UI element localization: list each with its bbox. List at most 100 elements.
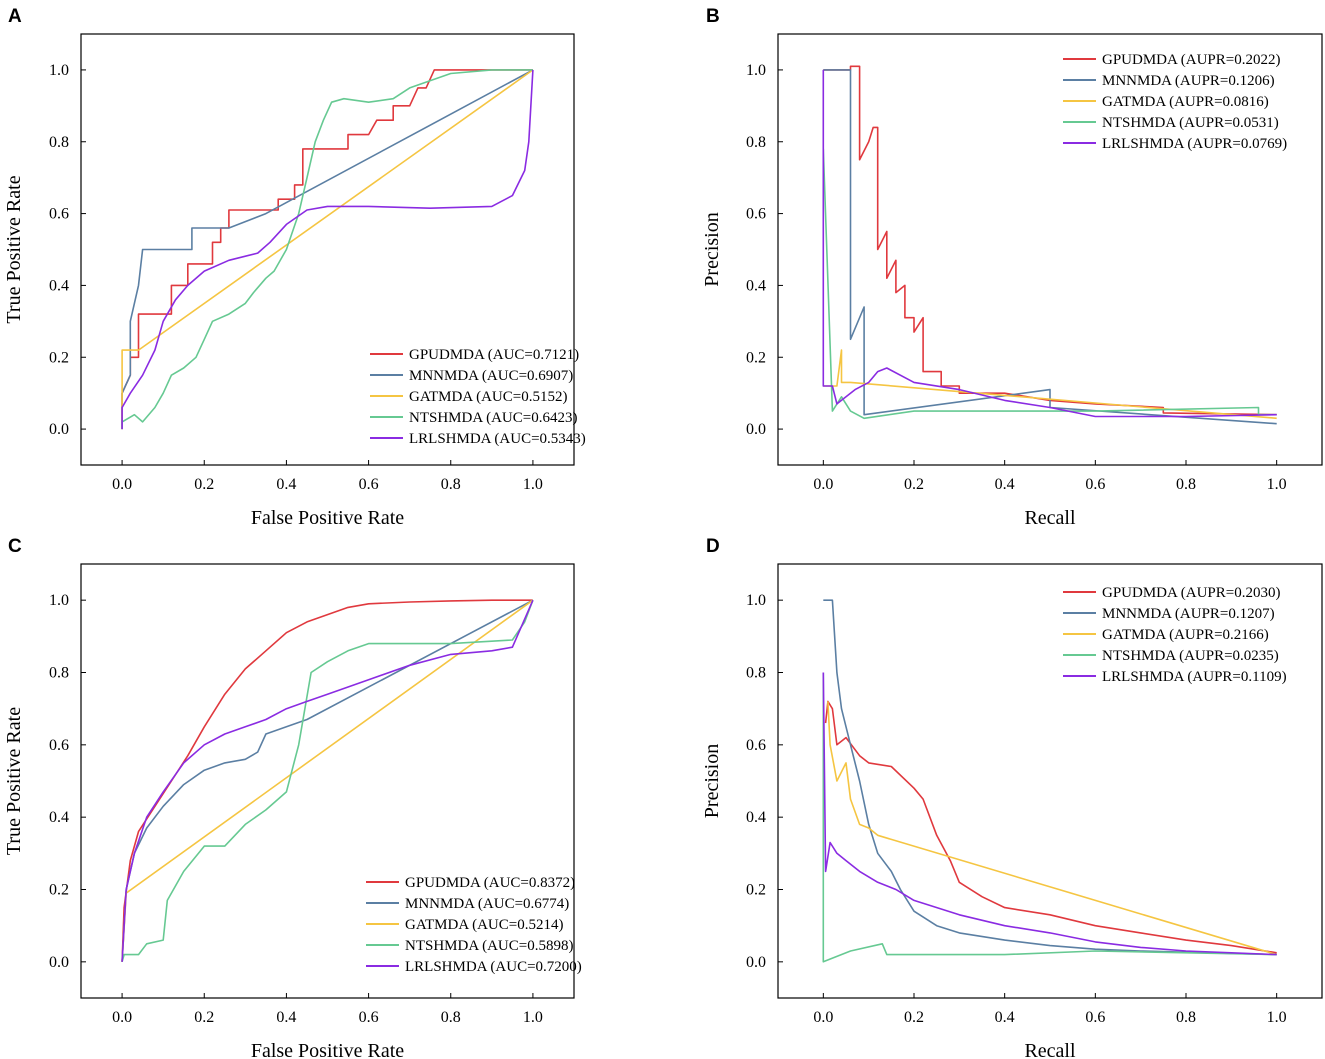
- panel-c-y-tick-label: 0.0: [49, 954, 69, 971]
- panel-b-x-tick-label: 0.2: [904, 476, 924, 493]
- panel-a-plot-frame: [80, 33, 575, 466]
- panel-a-x-tick-label: 0.6: [359, 476, 379, 493]
- panel-d-y-tick-label: 1.0: [746, 592, 766, 609]
- panel-b-legend-label-ntshmda: NTSHMDA (AUPR=0.0531): [1102, 115, 1279, 131]
- panel-a-y-tick-label: 0.0: [49, 421, 69, 438]
- panel-d-x-tick-label: 0.2: [904, 1009, 924, 1026]
- panel-a-y-tick-label: 0.8: [49, 134, 69, 151]
- panel-d-x-tick-label: 1.0: [1267, 1009, 1287, 1026]
- panel-c-letter: C: [8, 536, 22, 557]
- panel-c-y-tick-label: 0.8: [49, 665, 69, 682]
- panel-a-y-tick-label: 1.0: [49, 62, 69, 79]
- panel-b: B 0.0 0.2 0.4 0.6 0.8 1.0 0.0 0.2 0.4 0.6 0.8 1.0 Rec…: [701, 6, 1323, 529]
- panel-a-series-lrlshmda: [121, 69, 534, 430]
- panel-a-y-axis-label: True Positive Rate: [3, 175, 25, 323]
- panel-c-series-ntshmda: [121, 599, 534, 963]
- panel-c-series-gpudmda: [121, 599, 533, 962]
- panel-c-y-tick-label: 1.0: [49, 592, 69, 609]
- panel-d-x-tick-label: 0.8: [1176, 1009, 1196, 1026]
- panel-d-x-tick-label: 0.4: [995, 1009, 1015, 1026]
- panel-a-legend-label-gatmda: GATMDA (AUC=0.5152): [409, 389, 567, 405]
- panel-b-series-gatmda: [823, 349, 1277, 420]
- panel-a-series-mnnmda: [121, 69, 534, 430]
- panel-a-legend-label-ntshmda: NTSHMDA (AUC=0.6423): [409, 410, 577, 426]
- panel-a-series-gpudmda: [121, 69, 533, 430]
- panel-b-x-tick-label: 1.0: [1267, 476, 1287, 493]
- panel-b-legend-label-mnnmda: MNNMDA (AUPR=0.1206): [1102, 73, 1275, 89]
- panel-c-x-tick-label: 0.2: [194, 1009, 214, 1026]
- panel-b-series-ntshmda: [822, 148, 1277, 420]
- panel-b-series-lrlshmda: [822, 69, 1277, 418]
- panel-a-legend-label-lrlshmda: LRLSHMDA (AUC=0.5343): [409, 431, 586, 447]
- panel-b-series-gpudmda: [823, 65, 1277, 416]
- panel-c-y-tick-label: 0.6: [49, 737, 69, 754]
- panel-c-legend-label-ntshmda: NTSHMDA (AUC=0.5898): [405, 938, 573, 954]
- panel-b-y-axis-label: Precision: [701, 212, 723, 286]
- panel-c-x-tick-label: 0.8: [441, 1009, 461, 1026]
- panel-c-y-tick-label: 0.4: [49, 809, 69, 826]
- panel-a-legend-label-gpudmda: GPUDMDA (AUC=0.7121): [409, 347, 579, 363]
- panel-a-series-ntshmda: [121, 69, 533, 430]
- panel-a-letter: A: [8, 6, 22, 27]
- panel-b-y-tick-label: 1.0: [746, 62, 766, 79]
- panel-b-series-mnnmda: [823, 69, 1277, 425]
- panel-c-x-tick-label: 0.0: [112, 1009, 132, 1026]
- panel-d-series-gatmda: [827, 701, 1277, 956]
- panel-d-y-tick-label: 0.6: [746, 737, 766, 754]
- panel-b-legend-label-gpudmda: GPUDMDA (AUPR=0.2022): [1102, 52, 1280, 68]
- panel-a: A 0.0 0.2 0.4 0.6 0.8 1.0 0.0 0.2 0.4 0.6 0.8 1.0 Fal…: [3, 6, 586, 529]
- panel-d-legend-label-lrlshmda: LRLSHMDA (AUPR=0.1109): [1102, 669, 1287, 685]
- panel-b-x-tick-label: 0.0: [813, 476, 833, 493]
- panel-d-x-tick-label: 0.6: [1085, 1009, 1105, 1026]
- panel-b-legend-label-gatmda: GATMDA (AUPR=0.0816): [1102, 94, 1269, 110]
- panel-b-y-tick-label: 0.8: [746, 134, 766, 151]
- panel-b-x-tick-label: 0.6: [1085, 476, 1105, 493]
- panel-a-x-tick-label: 0.8: [441, 476, 461, 493]
- panel-c-y-tick-label: 0.2: [49, 882, 69, 899]
- panel-d-legend-label-mnnmda: MNNMDA (AUPR=0.1207): [1102, 606, 1275, 622]
- panel-c-x-tick-label: 0.4: [276, 1009, 296, 1026]
- panel-a-series-gatmda: [121, 69, 534, 430]
- panel-c-x-tick-label: 0.6: [359, 1009, 379, 1026]
- panel-c-legend-label-gatmda: GATMDA (AUC=0.5214): [405, 917, 563, 933]
- panel-a-x-tick-label: 1.0: [523, 476, 543, 493]
- panel-c-x-axis-label: False Positive Rate: [251, 1040, 404, 1059]
- panel-d-series-lrlshmda: [822, 672, 1277, 956]
- panel-b-plot-frame: [777, 33, 1323, 466]
- panel-d-y-tick-label: 0.4: [746, 809, 766, 826]
- panel-b-x-axis-label: Recall: [1024, 507, 1076, 529]
- panel-d-letter: D: [706, 536, 720, 557]
- panel-c-legend-label-mnnmda: MNNMDA (AUC=0.6774): [405, 896, 569, 912]
- panel-a-x-axis-label: False Positive Rate: [251, 507, 404, 529]
- panel-d-y-tick-label: 0.8: [746, 665, 766, 682]
- panel-d-x-axis-label: Recall: [1024, 1040, 1076, 1059]
- panel-c-series-lrlshmda: [121, 599, 534, 962]
- panel-d-y-axis-label: Precision: [701, 744, 723, 818]
- panel-d-series-ntshmda: [822, 672, 1277, 963]
- panel-d-legend-label-ntshmda: NTSHMDA (AUPR=0.0235): [1102, 648, 1279, 664]
- panel-d-series-gpudmda: [824, 700, 1277, 954]
- panel-a-x-tick-label: 0.0: [112, 476, 132, 493]
- panel-c-legend-label-lrlshmda: LRLSHMDA (AUC=0.7200): [405, 959, 582, 975]
- panel-b-y-tick-label: 0.0: [746, 421, 766, 438]
- panel-b-letter: B: [706, 6, 720, 27]
- panel-b-x-tick-label: 0.4: [995, 476, 1015, 493]
- panel-d-y-tick-label: 0.2: [746, 882, 766, 899]
- panel-d-y-tick-label: 0.0: [746, 954, 766, 971]
- panel-c-legend-label-gpudmda: GPUDMDA (AUC=0.8372): [405, 875, 575, 891]
- panel-b-y-tick-label: 0.4: [746, 277, 766, 294]
- panel-c-y-axis-label: True Positive Rate: [3, 707, 25, 855]
- panel-d-legend-label-gatmda: GATMDA (AUPR=0.2166): [1102, 627, 1269, 643]
- panel-a-y-tick-label: 0.6: [49, 206, 69, 223]
- panel-c-x-tick-label: 1.0: [523, 1009, 543, 1026]
- panel-b-y-tick-label: 0.2: [746, 349, 766, 366]
- panel-d-plot-frame: [777, 563, 1323, 999]
- panel-c: C 0.0 0.2 0.4 0.6 0.8 1.0 0.0 0.2 0.4 0.6 0.8 1.0 Fal…: [3, 536, 582, 1059]
- panel-a-x-tick-label: 0.2: [194, 476, 214, 493]
- panel-b-y-tick-label: 0.6: [746, 206, 766, 223]
- panel-a-y-tick-label: 0.2: [49, 349, 69, 366]
- panel-b-legend-label-lrlshmda: LRLSHMDA (AUPR=0.0769): [1102, 136, 1287, 152]
- panel-d: D 0.0 0.2 0.4 0.6 0.8 1.0 0.0 0.2 0.4 0.6 0.8 1.0 Rec…: [701, 536, 1323, 1059]
- panel-d-series-mnnmda: [823, 599, 1277, 956]
